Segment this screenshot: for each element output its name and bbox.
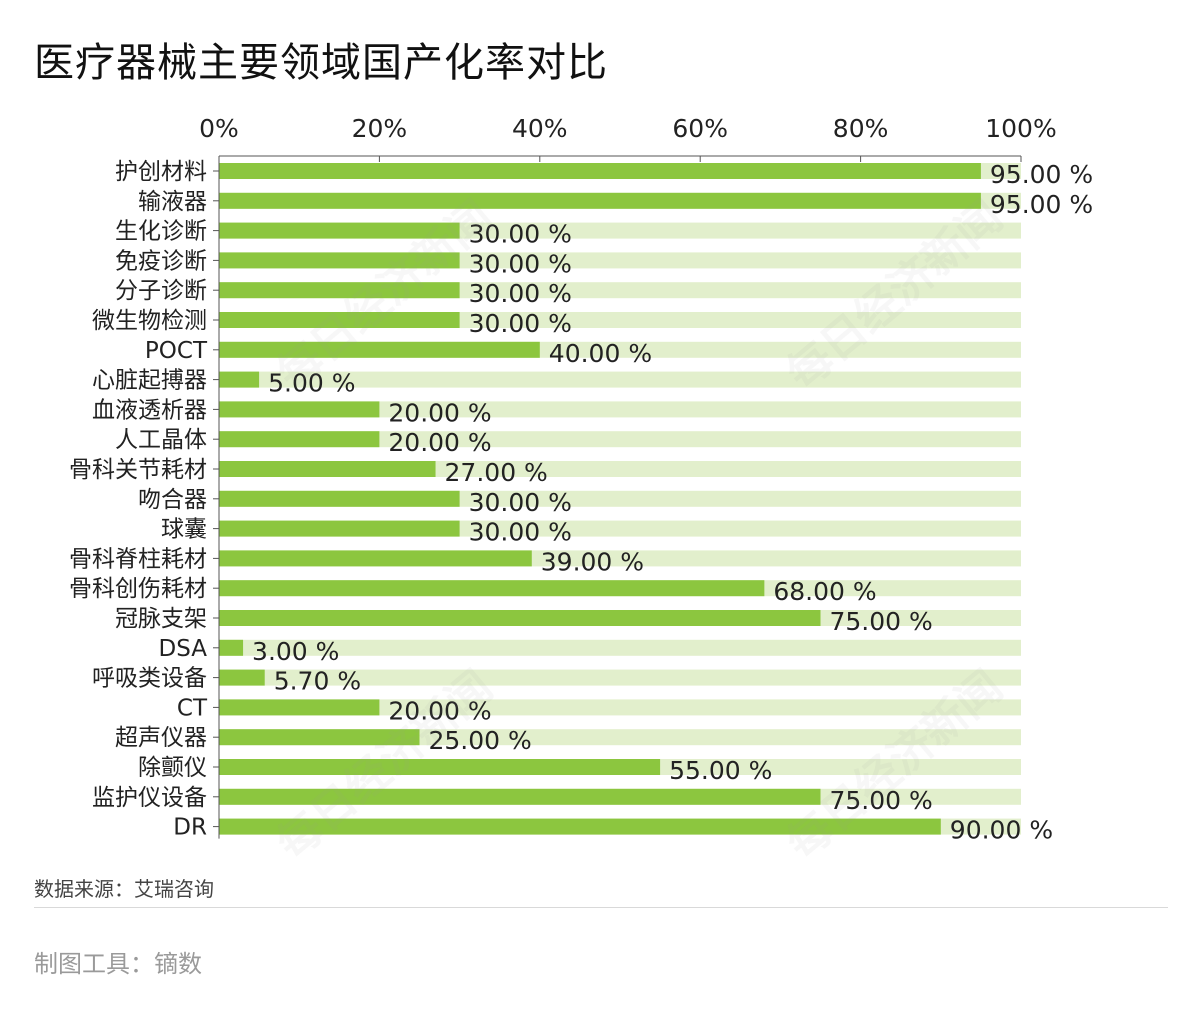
data-label: 25.00 % xyxy=(429,726,532,755)
data-label: 39.00 % xyxy=(541,547,644,576)
category-label: 微生物检测 xyxy=(92,308,207,334)
bar xyxy=(219,431,380,448)
data-label: 20.00 % xyxy=(388,428,491,457)
bar xyxy=(219,639,244,656)
bar xyxy=(219,580,765,597)
data-label: 95.00 % xyxy=(990,190,1093,219)
bar xyxy=(219,520,460,537)
data-label: 20.00 % xyxy=(388,696,491,725)
bar xyxy=(219,490,460,507)
data-label: 30.00 % xyxy=(469,309,572,338)
bars xyxy=(219,163,981,835)
category-label: 心脏起搏器 xyxy=(92,368,207,394)
x-tick-label: 100% xyxy=(985,114,1056,143)
bar xyxy=(219,550,532,567)
tool-note: 制图工具：镝数 xyxy=(34,950,202,978)
category-label: 骨科创伤耗材 xyxy=(69,576,207,602)
x-tick-label: 80% xyxy=(833,114,889,143)
bar-track xyxy=(219,639,1021,656)
category-label: 护创材料 xyxy=(115,159,207,185)
category-label: 骨科脊柱耗材 xyxy=(69,546,207,572)
data-label: 3.00 % xyxy=(252,637,339,666)
category-label: 球囊 xyxy=(161,517,207,543)
bar xyxy=(219,669,265,686)
chart-title: 医疗器械主要领域国产化率对比 xyxy=(34,40,608,86)
source-note: 数据来源：艾瑞咨询 xyxy=(34,877,214,901)
bar-track xyxy=(219,371,1021,388)
x-tick-label: 0% xyxy=(199,114,239,143)
data-label: 75.00 % xyxy=(830,607,933,636)
category-label: 监护仪设备 xyxy=(92,785,207,811)
bar xyxy=(219,461,436,477)
data-label: 5.70 % xyxy=(274,667,361,696)
category-label: 吻合器 xyxy=(138,487,207,513)
bar xyxy=(219,699,380,716)
data-label: 75.00 % xyxy=(830,786,933,815)
bar xyxy=(219,759,661,775)
category-label: 冠脉支架 xyxy=(115,606,207,632)
bar xyxy=(219,818,941,835)
data-label: 30.00 % xyxy=(469,220,572,249)
category-label: 骨科关节耗材 xyxy=(69,457,207,483)
data-label: 30.00 % xyxy=(469,518,572,547)
bar xyxy=(219,192,981,209)
bar-track xyxy=(219,669,1021,686)
data-label: 68.00 % xyxy=(773,577,876,606)
x-tick-label: 60% xyxy=(672,114,728,143)
bar xyxy=(219,282,460,299)
bar xyxy=(219,729,420,746)
bar xyxy=(219,371,260,388)
x-tick-label: 40% xyxy=(512,114,568,143)
divider xyxy=(34,907,1168,908)
bar xyxy=(219,252,460,269)
category-label: DR xyxy=(173,815,207,841)
data-label: 90.00 % xyxy=(950,816,1053,845)
category-label: CT xyxy=(177,695,208,721)
category-label: 免疫诊断 xyxy=(115,248,207,274)
data-label: 95.00 % xyxy=(990,160,1093,189)
bar-track xyxy=(219,699,1021,716)
data-label: 5.00 % xyxy=(268,369,355,398)
bar-track xyxy=(219,431,1021,448)
bar xyxy=(219,222,460,239)
data-label: 27.00 % xyxy=(445,458,548,487)
bar xyxy=(219,312,460,328)
data-label: 30.00 % xyxy=(469,249,572,278)
category-label: POCT xyxy=(145,338,208,364)
data-label: 55.00 % xyxy=(669,756,772,785)
category-label: 输液器 xyxy=(138,189,207,215)
category-label: 除颤仪 xyxy=(138,755,207,781)
data-label: 40.00 % xyxy=(549,339,652,368)
data-label: 30.00 % xyxy=(469,488,572,517)
category-label: 人工晶体 xyxy=(115,427,207,453)
category-label: 呼吸类设备 xyxy=(92,666,207,692)
bar xyxy=(219,610,821,626)
bar xyxy=(219,788,821,805)
bar xyxy=(219,163,981,179)
data-label: 30.00 % xyxy=(469,279,572,308)
x-axis-ticks: 0% 20% 40% 60% 80% 100% xyxy=(199,114,1057,162)
data-labels: 95.00 %95.00 %30.00 %30.00 %30.00 %30.00… xyxy=(252,160,1093,845)
category-label: 血液透析器 xyxy=(92,397,207,423)
bar xyxy=(219,341,540,358)
bar xyxy=(219,401,380,418)
axes xyxy=(213,155,1021,839)
data-label: 20.00 % xyxy=(388,398,491,427)
category-label: 超声仪器 xyxy=(115,725,207,751)
category-label: 生化诊断 xyxy=(115,219,207,245)
bar-track xyxy=(219,401,1021,418)
category-label: DSA xyxy=(159,636,208,662)
x-tick-label: 20% xyxy=(352,114,408,143)
bar-chart: 0% 20% 40% 60% 80% 100% 护创材料输液器生化诊断免疫诊断分子诊断微生… xyxy=(69,114,1093,845)
category-label: 分子诊断 xyxy=(115,278,207,304)
